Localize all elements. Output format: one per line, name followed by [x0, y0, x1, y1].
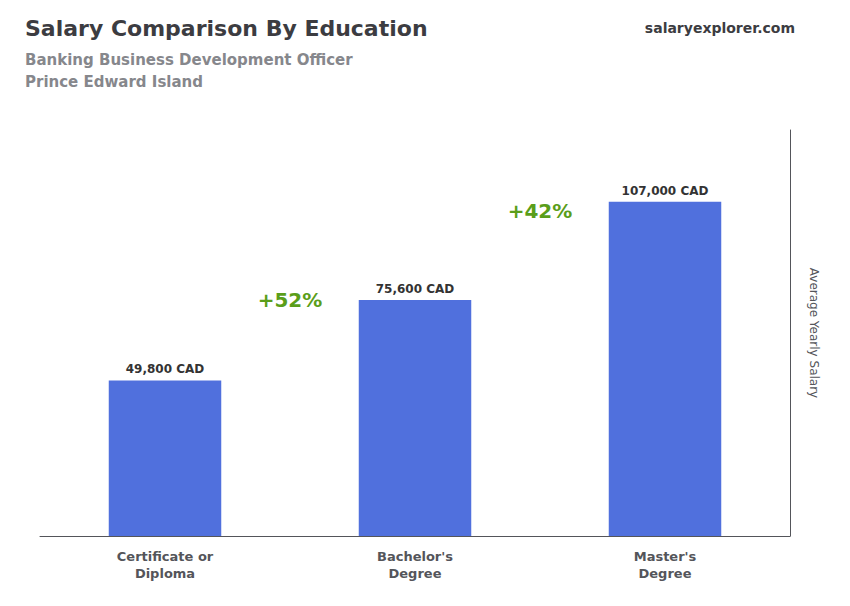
svg-text:Banking Business Development O: Banking Business Development Officer	[25, 51, 353, 69]
svg-text:107,000 CAD: 107,000 CAD	[622, 184, 709, 198]
svg-text:Average Yearly Salary: Average Yearly Salary	[807, 268, 821, 398]
svg-text:Degree: Degree	[389, 566, 442, 581]
svg-text:Bachelor's: Bachelor's	[377, 549, 453, 564]
svg-text:Degree: Degree	[639, 566, 692, 581]
svg-text:49,800 CAD: 49,800 CAD	[126, 362, 205, 376]
svg-text:75,600 CAD: 75,600 CAD	[376, 282, 455, 296]
svg-text:+52%: +52%	[258, 288, 323, 312]
svg-text:+42%: +42%	[508, 199, 573, 223]
svg-text:salaryexplorer.com: salaryexplorer.com	[645, 20, 795, 36]
svg-text:Prince Edward Island: Prince Edward Island	[25, 73, 203, 91]
svg-text:Diploma: Diploma	[135, 566, 195, 581]
svg-text:Master's: Master's	[634, 549, 697, 564]
svg-text:Salary Comparison By Education: Salary Comparison By Education	[25, 16, 428, 41]
svg-text:Certificate or: Certificate or	[117, 549, 214, 564]
